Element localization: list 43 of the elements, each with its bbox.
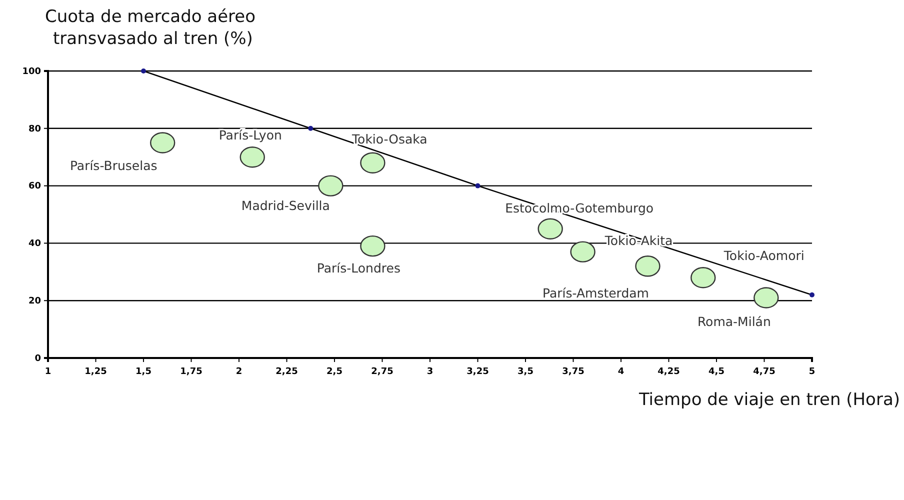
annotation: París-Londres bbox=[316, 260, 400, 276]
x-axis-title: Tiempo de viaje en tren (Hora) bbox=[638, 390, 900, 410]
y-tick-label: 80 bbox=[28, 124, 41, 134]
x-tick-label: 2,75 bbox=[371, 367, 394, 377]
point bbox=[360, 235, 386, 257]
y-axis-title: Cuota de mercado aéreo transvasado al tren (%) bbox=[45, 7, 256, 49]
x-tick-label: 4,75 bbox=[753, 367, 776, 377]
annotation: París-Lyon bbox=[218, 128, 282, 143]
x-tick-label: 1,75 bbox=[180, 367, 202, 377]
x-tick-label: 1,25 bbox=[84, 367, 107, 377]
annotation: Madrid-Sevilla bbox=[241, 198, 330, 214]
point bbox=[360, 152, 386, 174]
x-tick-label: 4,25 bbox=[658, 367, 680, 377]
y-tick-label: 40 bbox=[28, 239, 41, 250]
x-tick-label: 4,5 bbox=[708, 367, 724, 377]
annotation: París-Bruselas bbox=[70, 158, 158, 174]
x-tick-label: 1 bbox=[44, 367, 52, 377]
point bbox=[690, 267, 716, 288]
x-tick-label: 5 bbox=[808, 367, 816, 377]
x-tick-label: 2,25 bbox=[276, 367, 298, 377]
point bbox=[240, 146, 265, 168]
annotation: Tokio-Osaka bbox=[351, 131, 428, 146]
point bbox=[754, 287, 779, 308]
annotation: Tokio-Aomori bbox=[722, 248, 804, 264]
y-tick-label: 0 bbox=[34, 354, 41, 364]
x-tick-label: 4 bbox=[618, 367, 624, 377]
y-tick-label: 100 bbox=[22, 66, 41, 77]
point bbox=[570, 241, 596, 262]
point bbox=[635, 256, 660, 277]
x-tick-label: 1,5 bbox=[136, 367, 152, 377]
annotation: París-Amsterdam bbox=[542, 286, 650, 301]
y-tick-label: 60 bbox=[28, 182, 41, 192]
y-tick-label: 20 bbox=[28, 296, 41, 306]
x-tick-label: 3 bbox=[426, 367, 434, 377]
x-tick-label: 3,25 bbox=[466, 367, 489, 377]
point bbox=[318, 175, 344, 196]
x-tick-label: 2,5 bbox=[326, 367, 342, 377]
point bbox=[150, 132, 176, 154]
annotation: Roma-Milán bbox=[697, 314, 771, 330]
point bbox=[538, 218, 563, 240]
x-tick-label: 3,5 bbox=[518, 367, 534, 377]
x-tick-label: 2 bbox=[236, 367, 242, 377]
x-tick-label: 3,75 bbox=[562, 367, 584, 377]
